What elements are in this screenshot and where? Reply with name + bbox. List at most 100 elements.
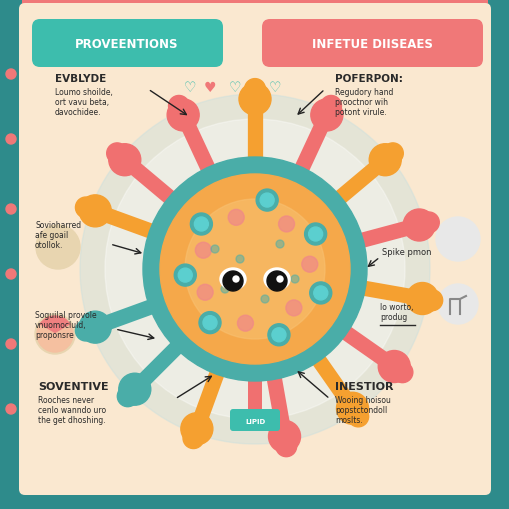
Circle shape (308, 228, 322, 242)
Circle shape (105, 120, 404, 419)
Circle shape (275, 436, 296, 457)
Circle shape (211, 245, 218, 253)
Text: EVBLYDE: EVBLYDE (55, 74, 106, 84)
Circle shape (106, 144, 127, 164)
Circle shape (6, 70, 16, 80)
Circle shape (220, 286, 229, 293)
Circle shape (6, 205, 16, 215)
Circle shape (313, 287, 327, 300)
Text: ort vavu beta,: ort vavu beta, (55, 98, 109, 107)
Circle shape (181, 413, 212, 445)
Text: Regudory hand: Regudory hand (334, 88, 392, 97)
Circle shape (174, 265, 196, 287)
FancyBboxPatch shape (230, 409, 279, 431)
Text: Soguilal provole: Soguilal provole (35, 310, 96, 319)
Text: proponsre: proponsre (35, 330, 74, 340)
Circle shape (378, 351, 409, 383)
FancyBboxPatch shape (19, 4, 490, 495)
Circle shape (304, 223, 326, 245)
Circle shape (80, 95, 429, 444)
Circle shape (222, 271, 242, 292)
Circle shape (79, 195, 111, 228)
Text: ♥: ♥ (204, 81, 216, 95)
Circle shape (437, 285, 477, 324)
Circle shape (276, 276, 282, 282)
Circle shape (309, 282, 331, 304)
Wedge shape (39, 317, 70, 334)
Circle shape (239, 84, 270, 116)
Circle shape (6, 269, 16, 279)
Circle shape (418, 213, 438, 233)
Ellipse shape (219, 268, 245, 291)
Circle shape (310, 100, 342, 132)
Circle shape (6, 404, 16, 414)
Text: afe goail: afe goail (35, 231, 68, 240)
Bar (0, 0, 22, 509)
Circle shape (267, 324, 290, 346)
Circle shape (403, 210, 434, 242)
Circle shape (347, 406, 368, 427)
Text: INFETUE DIISEAES: INFETUE DIISEAES (311, 38, 432, 50)
Circle shape (75, 321, 96, 342)
Circle shape (185, 200, 324, 340)
Circle shape (320, 96, 341, 117)
Circle shape (168, 96, 189, 117)
Circle shape (369, 145, 401, 177)
Bar (0, 0, 509, 8)
Circle shape (75, 197, 96, 218)
Circle shape (382, 144, 403, 164)
Text: Loumo shoilde,: Loumo shoilde, (55, 88, 112, 97)
Circle shape (268, 420, 300, 453)
Text: produg: produg (379, 313, 407, 321)
Circle shape (261, 295, 268, 303)
Circle shape (117, 386, 138, 407)
Circle shape (275, 241, 284, 248)
Circle shape (197, 285, 213, 301)
Circle shape (286, 300, 301, 316)
Circle shape (271, 328, 286, 342)
Text: /: / (252, 81, 257, 95)
Text: cenlo wanndo uro: cenlo wanndo uro (38, 405, 106, 414)
Circle shape (6, 135, 16, 145)
Circle shape (236, 256, 243, 264)
Circle shape (267, 271, 287, 292)
Circle shape (406, 283, 438, 315)
Text: PROVEENTIONS: PROVEENTIONS (75, 38, 178, 50)
Text: moslts.: moslts. (334, 415, 362, 424)
Text: prooctnor wih: prooctnor wih (334, 98, 387, 107)
Text: Sovioharred: Sovioharred (35, 220, 81, 230)
Circle shape (256, 190, 277, 212)
Circle shape (435, 217, 479, 262)
Text: ♡: ♡ (229, 81, 241, 95)
Text: Rooches never: Rooches never (38, 395, 94, 404)
Circle shape (233, 276, 239, 282)
Text: SOVENTIVE: SOVENTIVE (38, 381, 108, 391)
Text: ♡: ♡ (183, 81, 196, 95)
Bar (247, 381, 262, 411)
Text: Spike pmon: Spike pmon (381, 247, 431, 257)
Circle shape (291, 275, 298, 284)
Text: vnuomocluld,: vnuomocluld, (35, 320, 87, 329)
Circle shape (421, 290, 442, 311)
Circle shape (199, 312, 220, 334)
Bar (487, 0, 509, 509)
FancyBboxPatch shape (262, 20, 482, 68)
Text: lo worto,: lo worto, (379, 302, 413, 312)
Ellipse shape (264, 268, 290, 291)
Text: davochidee.: davochidee. (55, 108, 101, 117)
Text: otollok.: otollok. (35, 241, 63, 249)
Text: LIPID: LIPID (244, 418, 265, 424)
Circle shape (178, 269, 192, 282)
Circle shape (244, 79, 265, 100)
Text: the get dhoshing.: the get dhoshing. (38, 415, 105, 424)
Text: potont virule.: potont virule. (334, 108, 386, 117)
Circle shape (194, 217, 208, 232)
Circle shape (36, 225, 80, 269)
Circle shape (108, 145, 140, 177)
Circle shape (195, 243, 211, 259)
Circle shape (190, 214, 212, 236)
Circle shape (79, 312, 111, 344)
Circle shape (260, 194, 274, 208)
Circle shape (143, 158, 366, 381)
Circle shape (203, 316, 216, 330)
